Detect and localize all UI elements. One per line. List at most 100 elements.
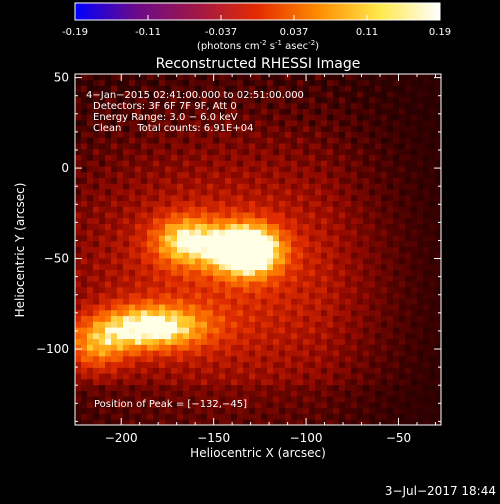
heatmap-pixel xyxy=(273,390,280,397)
heatmap-pixel xyxy=(129,338,136,345)
heatmap-pixel xyxy=(231,332,238,340)
heatmap-pixel xyxy=(393,338,400,345)
heatmap-pixel xyxy=(429,235,436,242)
heatmap-pixel xyxy=(321,263,328,271)
heatmap-pixel xyxy=(309,154,316,161)
heatmap-pixel xyxy=(369,373,376,380)
heatmap-pixel xyxy=(423,206,430,213)
heatmap-pixel xyxy=(189,361,196,368)
heatmap-pixel xyxy=(315,321,322,328)
heatmap-pixel xyxy=(117,396,124,403)
heatmap-pixel xyxy=(123,217,130,224)
heatmap-pixel xyxy=(213,390,220,397)
heatmap-pixel xyxy=(387,327,394,334)
heatmap-pixel xyxy=(435,120,442,127)
heatmap-pixel xyxy=(147,373,154,380)
heatmap-pixel xyxy=(321,413,328,420)
heatmap-pixel xyxy=(117,367,124,374)
heatmap-pixel xyxy=(321,258,328,265)
heatmap-pixel xyxy=(339,246,346,253)
heatmap-pixel xyxy=(429,74,436,81)
heatmap-pixel xyxy=(189,189,196,196)
heatmap-pixel xyxy=(339,143,346,150)
heatmap-pixel xyxy=(351,321,358,328)
heatmap-pixel xyxy=(435,200,442,207)
heatmap-pixel xyxy=(411,401,418,409)
info-detectors: Detectors: 3F 6F 7F 9F, Att 0 xyxy=(93,101,237,112)
heatmap-pixel xyxy=(147,125,154,132)
heatmap-pixel xyxy=(165,390,172,397)
heatmap-pixel xyxy=(411,229,418,236)
heatmap-pixel xyxy=(345,160,352,167)
heatmap-pixel xyxy=(231,143,238,150)
heatmap-pixel xyxy=(393,263,400,271)
heatmap-pixel xyxy=(345,177,352,184)
heatmap-pixel xyxy=(303,160,310,167)
heatmap-pixel xyxy=(321,154,328,161)
heatmap-pixel xyxy=(321,292,328,299)
heatmap-pixel xyxy=(105,125,112,132)
heatmap-pixel xyxy=(381,309,388,317)
heatmap-pixel xyxy=(279,401,286,409)
heatmap-pixel xyxy=(183,74,190,81)
heatmap-pixel xyxy=(93,194,100,201)
heatmap-pixel xyxy=(111,229,118,236)
heatmap-pixel xyxy=(369,131,376,138)
heatmap-pixel xyxy=(153,344,160,351)
heatmap-pixel xyxy=(435,223,442,230)
heatmap-pixel xyxy=(141,298,148,305)
heatmap-pixel xyxy=(99,240,106,248)
heatmap-pixel xyxy=(261,361,268,368)
heatmap-pixel xyxy=(183,102,190,109)
heatmap-pixel xyxy=(255,217,262,224)
heatmap-pixel xyxy=(297,148,304,155)
heatmap-pixel xyxy=(297,183,304,190)
heatmap-pixel xyxy=(135,206,142,213)
heatmap-pixel xyxy=(75,315,82,322)
heatmap-pixel xyxy=(339,413,346,420)
heatmap-pixel xyxy=(351,390,358,397)
heatmap-pixel xyxy=(225,148,232,155)
heatmap-pixel xyxy=(225,367,232,374)
heatmap-pixel xyxy=(261,252,268,259)
heatmap-pixel xyxy=(177,240,184,248)
heatmap-pixel xyxy=(183,275,190,282)
heatmap-pixel xyxy=(279,309,286,317)
heatmap-pixel xyxy=(201,258,208,265)
heatmap-pixel xyxy=(207,298,214,305)
heatmap-pixel xyxy=(327,108,334,115)
heatmap-pixel xyxy=(399,154,406,161)
heatmap-pixel xyxy=(369,338,376,345)
heatmap-pixel xyxy=(399,275,406,282)
heatmap-pixel xyxy=(105,367,112,374)
heatmap-pixel xyxy=(417,177,424,184)
heatmap-pixel xyxy=(363,120,370,127)
heatmap-pixel xyxy=(111,171,118,178)
info-block: 4−Jan−2015 02:41:00.000 to 02:51:00.000 … xyxy=(86,90,304,134)
heatmap-pixel xyxy=(117,298,124,305)
heatmap-pixel xyxy=(387,183,394,190)
heatmap-pixel xyxy=(375,292,382,299)
heatmap-pixel xyxy=(237,108,244,115)
heatmap-pixel xyxy=(243,143,250,150)
heatmap-pixel xyxy=(357,171,364,178)
heatmap-pixel xyxy=(207,200,214,207)
heatmap-pixel xyxy=(249,350,256,357)
heatmap-pixel xyxy=(369,91,376,98)
heatmap-pixel xyxy=(309,332,316,340)
heatmap-pixel xyxy=(405,378,412,386)
heatmap-pixel xyxy=(381,79,388,86)
heatmap-pixel xyxy=(339,304,346,311)
heatmap-pixel xyxy=(75,171,82,178)
heatmap-pixel xyxy=(309,229,316,236)
heatmap-pixel xyxy=(153,79,160,86)
heatmap-pixel xyxy=(129,177,136,184)
heatmap-pixel xyxy=(357,344,364,351)
heatmap-pixel xyxy=(411,108,418,115)
heatmap-pixel xyxy=(189,298,196,305)
heatmap-pixel xyxy=(129,137,136,144)
heatmap-pixel xyxy=(249,183,256,190)
heatmap-pixel xyxy=(189,102,196,109)
heatmap-pixel xyxy=(339,137,346,144)
heatmap-pixel xyxy=(153,212,160,219)
